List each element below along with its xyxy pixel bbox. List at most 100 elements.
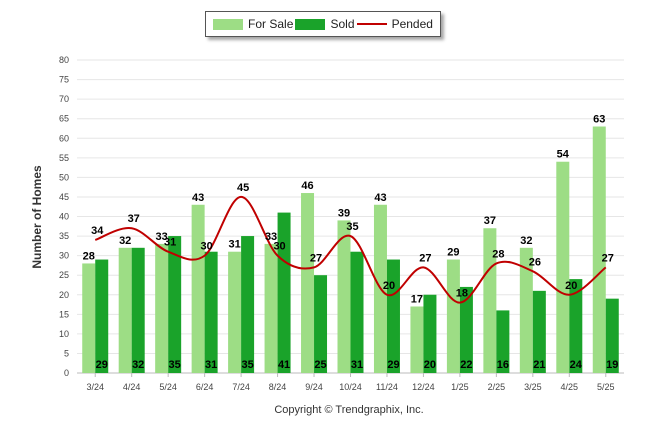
sold-data-label: 35 — [169, 359, 181, 371]
for-sale-data-label: 33 — [265, 231, 277, 243]
x-tick-label: 5/25 — [597, 382, 615, 392]
for-sale-bar — [118, 247, 132, 373]
pended-line-icon — [356, 23, 387, 25]
for-sale-data-label: 29 — [447, 247, 459, 259]
y-tick-label: 20 — [59, 290, 69, 300]
x-tick-label: 8/24 — [269, 382, 287, 392]
for-sale-swatch-icon — [213, 18, 244, 30]
sold-bar — [569, 279, 583, 373]
sold-bar — [423, 294, 437, 373]
for-sale-data-label: 43 — [374, 192, 386, 204]
sold-data-label: 16 — [497, 359, 509, 371]
for-sale-bar — [410, 306, 424, 373]
for-sale-data-label: 33 — [156, 231, 168, 243]
sold-data-label: 29 — [387, 359, 399, 371]
for-sale-data-label: 43 — [192, 192, 204, 204]
y-tick-label: 30 — [59, 251, 69, 261]
sold-bar — [95, 259, 109, 373]
x-tick-label: 9/24 — [305, 382, 323, 392]
pended-data-label: 30 — [201, 241, 213, 253]
for-sale-data-label: 37 — [484, 215, 496, 227]
for-sale-data-label: 32 — [520, 235, 532, 247]
sold-bar — [204, 251, 218, 373]
y-tick-label: 70 — [59, 94, 69, 104]
pended-data-label: 34 — [91, 225, 104, 237]
for-sale-data-label: 31 — [228, 239, 240, 251]
pended-data-label: 26 — [529, 256, 541, 268]
y-tick-label: 55 — [59, 153, 69, 163]
sold-swatch-icon — [295, 18, 326, 30]
legend-label-for-sale: For Sale — [248, 17, 294, 31]
y-tick-label: 40 — [59, 212, 69, 222]
y-tick-label: 80 — [59, 55, 69, 65]
sold-bar — [459, 286, 473, 373]
x-tick-label: 7/24 — [232, 382, 250, 392]
sold-data-label: 29 — [96, 359, 108, 371]
sold-data-label: 32 — [132, 359, 144, 371]
sold-bar — [350, 251, 364, 373]
pended-data-label: 28 — [492, 248, 504, 260]
pended-data-label: 20 — [383, 280, 395, 292]
pended-line — [94, 195, 607, 304]
for-sale-bar — [446, 259, 460, 373]
y-axis-ticks: 0 5 10 15 20 25 30 35 40 45 50 55 60 65 70 75 80 — [59, 55, 69, 378]
pended-data-label: 27 — [310, 252, 322, 264]
pended-data-label: 45 — [237, 182, 249, 194]
x-tick-label: 5/24 — [159, 382, 177, 392]
y-tick-label: 65 — [59, 114, 69, 124]
sold-bar — [532, 290, 546, 373]
for-sale-bar — [301, 193, 315, 373]
sold-data-label: 22 — [460, 359, 472, 371]
sold-data-label: 41 — [278, 359, 290, 371]
pended-data-label: 37 — [128, 213, 140, 225]
for-sale-bar — [264, 243, 278, 373]
pended-series-line — [94, 195, 607, 304]
x-tick-label: 3/24 — [86, 382, 104, 392]
y-tick-label: 60 — [59, 133, 69, 143]
for-sale-bar — [191, 204, 205, 373]
y-tick-label: 0 — [64, 368, 69, 378]
for-sale-bar — [592, 126, 606, 373]
pended-data-label: 35 — [346, 221, 358, 233]
x-tick-label: 12/24 — [412, 382, 435, 392]
sold-data-label: 31 — [205, 359, 217, 371]
legend-item-pended[interactable]: Pended — [356, 17, 433, 31]
sold-bar — [496, 310, 510, 373]
y-tick-label: 5 — [64, 348, 69, 358]
for-sale-data-label: 63 — [593, 114, 605, 126]
sold-bar — [168, 236, 182, 373]
pended-data-label: 30 — [273, 241, 285, 253]
y-tick-label: 15 — [59, 309, 69, 319]
y-tick-label: 75 — [59, 75, 69, 85]
pended-data-label: 27 — [419, 252, 431, 264]
x-tick-label: 3/25 — [524, 382, 542, 392]
sold-bar — [131, 247, 145, 373]
y-tick-label: 35 — [59, 231, 69, 241]
for-sale-data-label: 39 — [338, 207, 350, 219]
x-tick-label: 4/25 — [561, 382, 579, 392]
legend-item-sold[interactable]: Sold — [295, 17, 355, 31]
sold-data-label: 21 — [533, 359, 545, 371]
pended-data-label: 18 — [456, 288, 468, 300]
sold-bar — [605, 298, 619, 373]
for-sale-bar — [337, 220, 351, 373]
for-sale-data-label: 17 — [411, 293, 423, 305]
for-sale-bar — [519, 247, 533, 373]
y-axis-title: Number of Homes — [30, 165, 44, 269]
legend-item-for-sale[interactable]: For Sale — [213, 17, 293, 31]
y-tick-label: 50 — [59, 172, 69, 182]
pended-data-label: 20 — [565, 280, 577, 292]
for-sale-data-label: 32 — [119, 235, 131, 247]
legend: For Sale Sold Pended — [205, 11, 441, 37]
x-tick-label: 11/24 — [376, 382, 398, 392]
for-sale-data-label: 46 — [301, 180, 313, 192]
sold-bar — [314, 275, 328, 373]
sold-data-label: 20 — [424, 359, 436, 371]
sold-data-label: 19 — [606, 359, 618, 371]
copyright-text: Copyright © Trendgraphix, Inc. — [274, 404, 423, 416]
legend-label-pended: Pended — [391, 17, 433, 31]
legend-label-sold: Sold — [330, 17, 355, 31]
pended-data-label: 31 — [164, 237, 176, 249]
for-sale-bar — [556, 161, 570, 373]
